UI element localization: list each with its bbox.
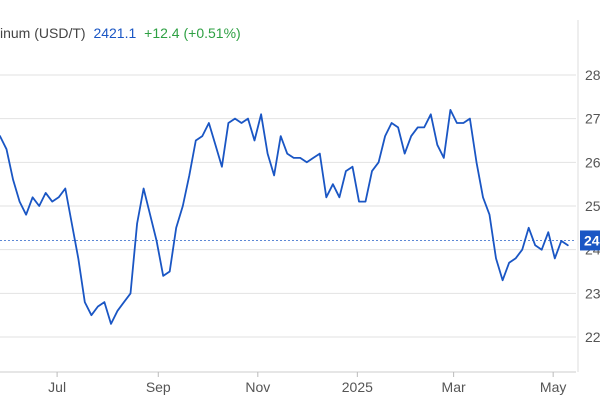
- x-tick-label: Nov: [245, 379, 270, 395]
- y-tick-label: 28: [585, 67, 600, 83]
- x-tick-label: Sep: [146, 379, 171, 395]
- legend-last-price: 2421.1: [93, 25, 137, 41]
- legend-series-name: inum (USD/T): [0, 25, 86, 41]
- y-tick-label: 26: [585, 154, 600, 170]
- y-tick-label: 23: [585, 285, 600, 301]
- y-tick-label: 22: [585, 329, 600, 345]
- x-tick-label: Jul: [48, 379, 66, 395]
- current-price-marker-label: 24: [584, 232, 600, 248]
- x-tick-label: 2025: [342, 379, 373, 395]
- current-price-marker: [580, 230, 600, 251]
- x-tick-label: Mar: [442, 379, 466, 395]
- legend: inum (USD/T) 2421.1 +12.4 (+0.51%): [0, 25, 241, 41]
- legend-change: +12.4 (+0.51%): [144, 25, 241, 41]
- series-line: [0, 109, 569, 325]
- y-tick-label: 27: [585, 111, 600, 127]
- x-tick-label: May: [540, 379, 566, 395]
- y-tick-label: 25: [585, 198, 600, 214]
